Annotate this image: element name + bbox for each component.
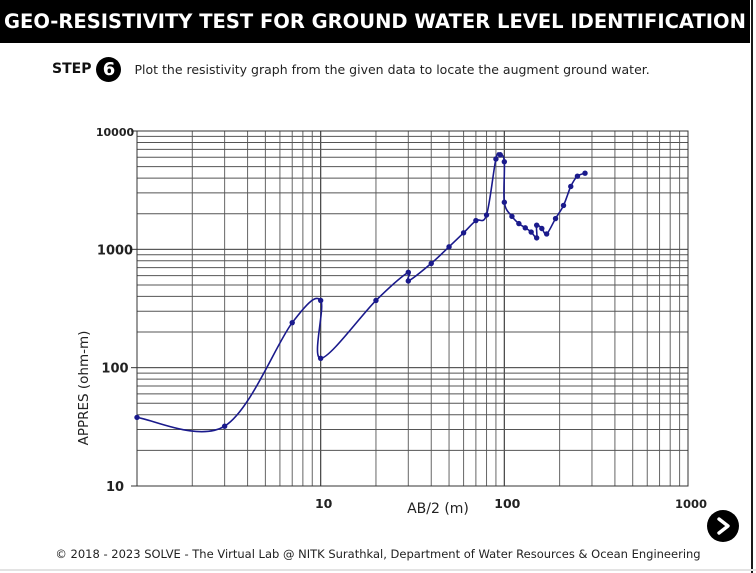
data-point xyxy=(501,199,508,205)
y-tick-label: 1000 xyxy=(97,243,133,258)
data-point xyxy=(473,217,479,224)
data-point xyxy=(522,225,528,231)
data-point xyxy=(528,229,534,235)
data-point xyxy=(533,222,540,228)
data-point xyxy=(501,159,508,165)
data-point xyxy=(446,244,452,250)
data-point xyxy=(509,213,515,220)
y-tick-label: 100 xyxy=(101,362,128,377)
data-point xyxy=(428,260,434,267)
x-tick-label: 100 xyxy=(494,496,520,511)
plot-area-frame xyxy=(136,130,689,487)
y-tick-label: 10 xyxy=(106,480,124,495)
data-point xyxy=(405,269,411,275)
data-point xyxy=(516,220,522,227)
resistivity-chart: 10 100 1000 10 100 1000 10000 APPRES (ohm-m) A… xyxy=(76,126,707,517)
y-axis-label: APPRES (ohm-m) xyxy=(76,331,92,446)
data-point xyxy=(317,297,324,304)
next-button[interactable] xyxy=(707,510,739,542)
next-arrow-icon xyxy=(717,517,730,535)
resistivity-curve xyxy=(136,152,586,433)
step-header: STEP 6 Plot the resistivity graph from t… xyxy=(52,56,650,82)
x-tick-label: 10 xyxy=(315,496,333,511)
page-title: GEO-RESISTIVITY TEST FOR GROUND WATER LE… xyxy=(0,0,750,43)
data-point xyxy=(533,235,540,241)
chart-grid xyxy=(136,130,689,487)
y-tick-label: 10000 xyxy=(96,126,135,139)
x-tick-label: 1000 xyxy=(675,497,707,511)
data-point xyxy=(373,297,379,304)
step-instruction: Plot the resistivity graph from the give… xyxy=(134,61,650,77)
page-title-text: GEO-RESISTIVITY TEST FOR GROUND WATER LE… xyxy=(4,10,746,33)
step-number-badge: 6 xyxy=(96,56,122,82)
data-point xyxy=(568,183,574,190)
data-point xyxy=(543,231,550,237)
data-point xyxy=(289,319,295,326)
data-point xyxy=(539,225,545,232)
data-point xyxy=(574,173,581,179)
data-point xyxy=(134,414,140,421)
data-point xyxy=(582,170,588,176)
data-point xyxy=(497,152,503,158)
frame-right-border xyxy=(751,0,753,573)
data-point xyxy=(460,230,467,236)
x-axis-label: AB/2 (m) xyxy=(407,501,469,517)
step-label: STEP xyxy=(52,61,92,77)
data-point xyxy=(493,156,499,162)
data-point xyxy=(221,423,228,429)
data-point xyxy=(552,215,559,222)
data-point xyxy=(405,278,411,284)
chart-axes: 10 100 1000 10 100 1000 10000 xyxy=(96,126,707,511)
data-point xyxy=(483,212,490,218)
frame-bottom-border xyxy=(0,569,756,571)
data-points xyxy=(134,152,588,429)
data-point xyxy=(560,202,567,209)
data-point xyxy=(317,355,324,361)
footer-copyright: © 2018 - 2023 SOLVE - The Virtual Lab @ … xyxy=(55,547,701,561)
